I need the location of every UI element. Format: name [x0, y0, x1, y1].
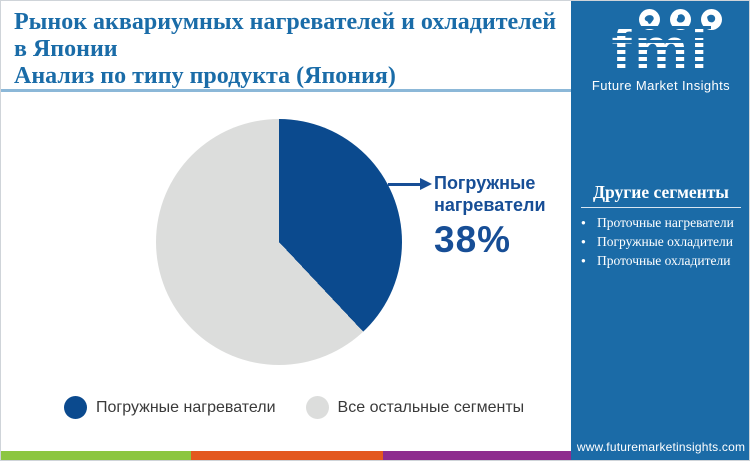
logo-tagline: Future Market Insights [591, 78, 731, 93]
footer-color-strip [1, 451, 571, 460]
website-link[interactable]: www.futuremarketinsights.com [576, 440, 746, 454]
chart-legend: Погружные нагреватели Все остальные сегм… [64, 396, 524, 419]
callout-label: Погружные нагреватели [434, 173, 546, 215]
legend-swatch-gray [305, 396, 329, 419]
legend-label: Погружные нагреватели [96, 398, 276, 416]
list-item: Погружные охладители [581, 232, 747, 251]
strip-orange [191, 451, 383, 460]
page-title: Рынок аквариумных нагревателей и охладит… [14, 9, 557, 62]
legend-swatch-blue [64, 396, 87, 419]
logo-wordmark: fmi [611, 16, 711, 83]
title-block: Рынок аквариумных нагревателей и охладит… [1, 1, 571, 90]
fmi-logo: fmi Future Market Insights [571, 9, 749, 93]
callout-arrow-line [388, 183, 421, 186]
page-subtitle: Анализ по типу продукта (Япония) [14, 63, 396, 89]
pie-chart [156, 119, 402, 365]
strip-purple [383, 451, 571, 460]
callout-arrow-icon [420, 178, 432, 190]
legend-label: Все остальные сегменты [337, 398, 525, 416]
heading-divider [581, 207, 741, 208]
legend-item-other-segments: Все остальные сегменты [305, 396, 525, 419]
list-item: Проточные нагреватели [581, 213, 747, 232]
sidebar: fmi Future Market Insights Другие сегмен… [571, 1, 749, 460]
strip-green [1, 451, 191, 460]
chart-area: Рынок аквариумных нагревателей и охладит… [1, 1, 571, 460]
legend-item-immersion-heaters: Погружные нагреватели [64, 396, 276, 419]
list-item: Проточные охладители [581, 251, 747, 270]
title-divider [1, 89, 571, 92]
other-segments-heading: Другие сегменты [593, 182, 729, 202]
pie-callout: Погружные нагреватели 38% [434, 172, 559, 261]
callout-value: 38% [434, 219, 512, 260]
other-segments-list: Проточные нагреватели Погружные охладите… [581, 213, 747, 270]
